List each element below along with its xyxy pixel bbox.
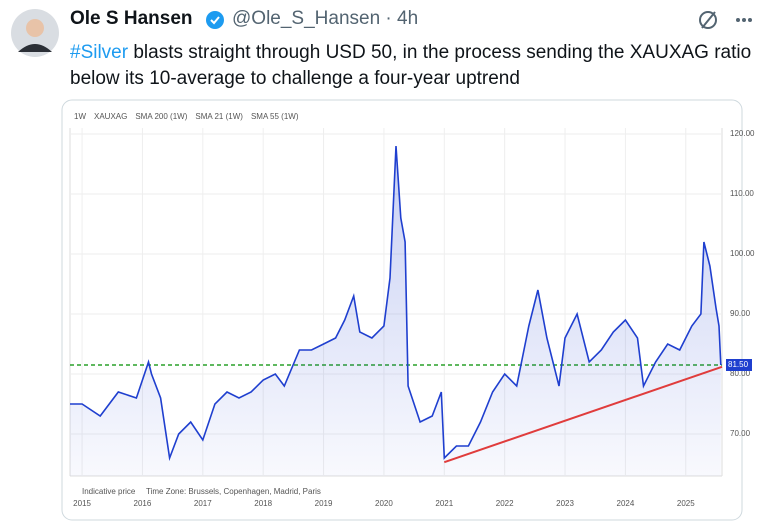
hashtag[interactable]: #Silver [70,42,129,63]
price-line [70,145,722,462]
chart-footer: Time Zone: Brussels, Copenhagen, Madrid,… [146,487,321,496]
x-tick-label: 2021 [435,499,453,508]
x-tick-label: 2024 [617,499,635,508]
x-tick-label: 2018 [254,499,272,508]
x-tick-label: 2019 [315,499,333,508]
y-tick-label: 120.00 [730,129,755,138]
level-label: 81.50 [728,360,749,369]
area [70,146,721,476]
x-tick-label: 2015 [73,499,91,508]
tweet-body: blasts straight through USD 50, in the p… [70,42,752,89]
chart-header-item: 1W [74,112,86,121]
verified-badge [206,11,224,29]
chart-header-item: SMA 200 (1W) [135,112,187,121]
tweet-actions[interactable] [698,8,758,32]
chart-header-item: SMA 55 (1W) [251,112,299,121]
level-label-box [726,359,752,371]
author-handle[interactable]: @Ole_S_Hansen · 4h [232,8,419,29]
chart-header-item: XAUXAG [94,112,127,121]
x-tick-label: 2020 [375,499,393,508]
chart-footer: Indicative price [82,487,136,496]
x-tick-label: 2016 [134,499,152,508]
tweet-text: #Silver blasts straight through USD 50, … [70,40,760,92]
avatar[interactable] [10,8,60,58]
trend-line [443,365,723,464]
x-tick-label: 2025 [677,499,695,508]
y-tick-label: 110.00 [730,189,754,198]
x-tick-label: 2023 [556,499,574,508]
x-tick-label: 2022 [496,499,514,508]
y-tick-label: 90.00 [730,309,751,318]
author-name[interactable]: Ole S Hansen [70,8,193,29]
x-tick-label: 2017 [194,499,212,508]
y-tick-label: 70.00 [730,429,751,438]
y-tick-label: 100.00 [730,249,755,258]
chart-header-item: SMA 21 (1W) [195,112,243,121]
y-tick-label: 80.00 [730,369,751,378]
